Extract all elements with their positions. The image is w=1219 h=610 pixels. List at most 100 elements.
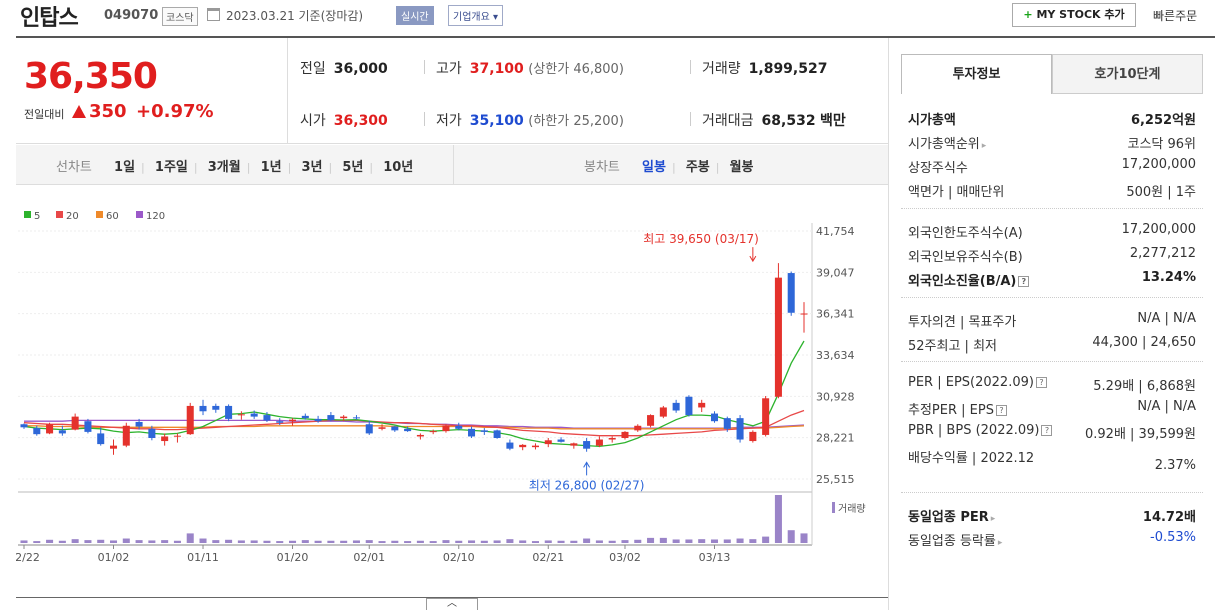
par-row: 액면가 | 매매단위 500원 | 1주 xyxy=(908,181,1196,203)
period-3y[interactable]: 3년 xyxy=(301,160,323,175)
quick-order-link[interactable]: 빠른주문 xyxy=(1153,9,1198,23)
corp-info-dropdown[interactable]: 기업개요 ▾ xyxy=(448,5,504,26)
plus-icon: + xyxy=(1023,8,1033,21)
volume-bar xyxy=(762,536,770,543)
volume-bar xyxy=(647,537,655,543)
candle-body xyxy=(58,430,66,434)
candle-weekly[interactable]: 주봉 xyxy=(685,160,710,175)
caret-right-icon[interactable]: ▸ xyxy=(997,538,1003,548)
min-arrow-head xyxy=(583,461,591,468)
period-10y[interactable]: 10년 xyxy=(383,160,414,175)
sep: | xyxy=(369,161,374,174)
candle-body xyxy=(762,398,770,435)
volume-bar xyxy=(289,540,297,543)
help-icon[interactable]: ? xyxy=(995,405,1007,416)
divider xyxy=(424,112,425,126)
x-tick-label: 03/02 xyxy=(609,551,641,564)
volume-bar xyxy=(237,540,245,543)
market-cap-label: 시가총액 xyxy=(908,113,956,128)
candle-body xyxy=(97,433,105,445)
help-icon[interactable]: ? xyxy=(1018,276,1030,287)
period-1y[interactable]: 1년 xyxy=(260,160,282,175)
low-label: 저가 xyxy=(436,113,462,129)
candle-chart-periods: 봉차트 일봉 | 주봉 | 월봉 xyxy=(584,156,760,175)
volume-bar xyxy=(723,539,731,543)
volume-bar xyxy=(506,539,514,543)
y-tick-label: 41,754 xyxy=(816,225,855,238)
add-mystock-button[interactable]: + MY STOCK 추가 xyxy=(1012,3,1136,27)
shares-value: 17,200,000 xyxy=(1121,157,1196,172)
dividend-row: 배당수익률 | 2022.12 2.37% xyxy=(908,447,1196,483)
est-per-row: 추정PER | EPS? N/A | N/A xyxy=(908,399,1196,421)
y-tick-label: 30,928 xyxy=(816,390,855,403)
candle-daily[interactable]: 일봉 xyxy=(642,160,666,175)
foreign-hold-label: 외국인보유주식수(B) xyxy=(908,250,1023,265)
candle-body xyxy=(800,313,808,315)
volume-bar xyxy=(634,539,642,543)
candle-body xyxy=(250,413,258,417)
market-cap-row: 시가총액 6,252억원 xyxy=(908,109,1196,131)
period-divider xyxy=(453,145,454,185)
period-1w[interactable]: 1주일 xyxy=(154,160,188,175)
pbr-label: PBR | BPS (2022.09) xyxy=(908,423,1040,438)
section-divider xyxy=(901,361,1203,362)
y-tick-label: 28,221 xyxy=(816,432,855,445)
period-5y[interactable]: 5년 xyxy=(342,160,364,175)
period-3m[interactable]: 3개월 xyxy=(207,160,241,175)
volume-bar xyxy=(263,540,271,543)
candle-body xyxy=(314,418,322,422)
volume-bar xyxy=(161,540,169,543)
top-divider xyxy=(16,36,1215,38)
est-per-value: N/A | N/A xyxy=(1137,399,1196,414)
candle-body xyxy=(608,437,616,440)
x-tick-label: 02/10 xyxy=(443,551,475,564)
lower-limit: (하한가 25,200) xyxy=(528,114,624,129)
help-icon[interactable]: ? xyxy=(1041,425,1053,436)
price-chart[interactable]: 5 20 60 120 41,754 39,047 36,341 33,634 30,928 28… xyxy=(8,185,888,610)
volume-bar xyxy=(749,539,757,543)
low-value: 35,100 xyxy=(469,113,524,129)
realtime-button[interactable]: 실시간 xyxy=(396,6,434,25)
chart-svg: 5 20 60 120 41,754 39,047 36,341 33,634 30,928 28… xyxy=(8,211,866,564)
volume-bar xyxy=(493,540,501,543)
x-tick-label: 01/02 xyxy=(98,551,130,564)
ma5-line xyxy=(23,340,805,448)
opinion-value: N/A | N/A xyxy=(1137,311,1196,326)
industry-change-row: 동일업종 등락률 ▸ -0.53% xyxy=(908,530,1196,552)
collapse-chart-button[interactable]: ︿ xyxy=(426,598,478,610)
volume-bar xyxy=(595,540,603,543)
est-per-label: 추정PER | EPS xyxy=(908,403,994,418)
foreign-hold-row: 외국인보유주식수(B) 2,277,212 xyxy=(908,246,1196,268)
corp-info-label: 기업개요 xyxy=(453,12,490,23)
candle-body xyxy=(583,441,591,449)
candle-body xyxy=(365,424,373,434)
calendar-icon xyxy=(207,8,220,21)
volume-bar xyxy=(46,539,54,543)
tab-investment-info[interactable]: 투자정보 xyxy=(901,54,1052,94)
candle-body xyxy=(749,431,757,442)
x-tick-label: 12/22 xyxy=(16,551,40,564)
max-arrow-head xyxy=(749,255,757,263)
tab-orderbook[interactable]: 호가10단계 xyxy=(1052,54,1203,94)
volume-bar xyxy=(212,540,220,543)
industry-per-row: 동일업종 PER ▸ 14.72배 xyxy=(908,506,1196,528)
period-1d[interactable]: 1일 xyxy=(114,160,136,175)
candle-monthly[interactable]: 월봉 xyxy=(729,160,754,175)
volume-bar xyxy=(570,540,578,543)
chart-bottom-line xyxy=(16,597,888,598)
legend-label: 5 xyxy=(34,211,40,222)
candle-body xyxy=(557,439,565,442)
foreign-ratio-label: 외국인소진율(B/A) xyxy=(908,274,1017,289)
help-icon[interactable]: ? xyxy=(1035,377,1047,388)
price-change-pct: +0.97% xyxy=(136,101,214,122)
caret-right-icon[interactable]: ▸ xyxy=(990,514,996,524)
candle-body xyxy=(480,430,488,432)
y-tick-label: 39,047 xyxy=(816,266,855,279)
volume-bar xyxy=(774,495,782,543)
market-cap-value: 6,252억원 xyxy=(1130,113,1196,128)
volume-bar xyxy=(429,541,437,543)
candle-body xyxy=(544,440,552,445)
caret-right-icon[interactable]: ▸ xyxy=(981,141,987,151)
amount-value: 68,532 xyxy=(761,113,816,129)
candle-body xyxy=(289,419,297,422)
